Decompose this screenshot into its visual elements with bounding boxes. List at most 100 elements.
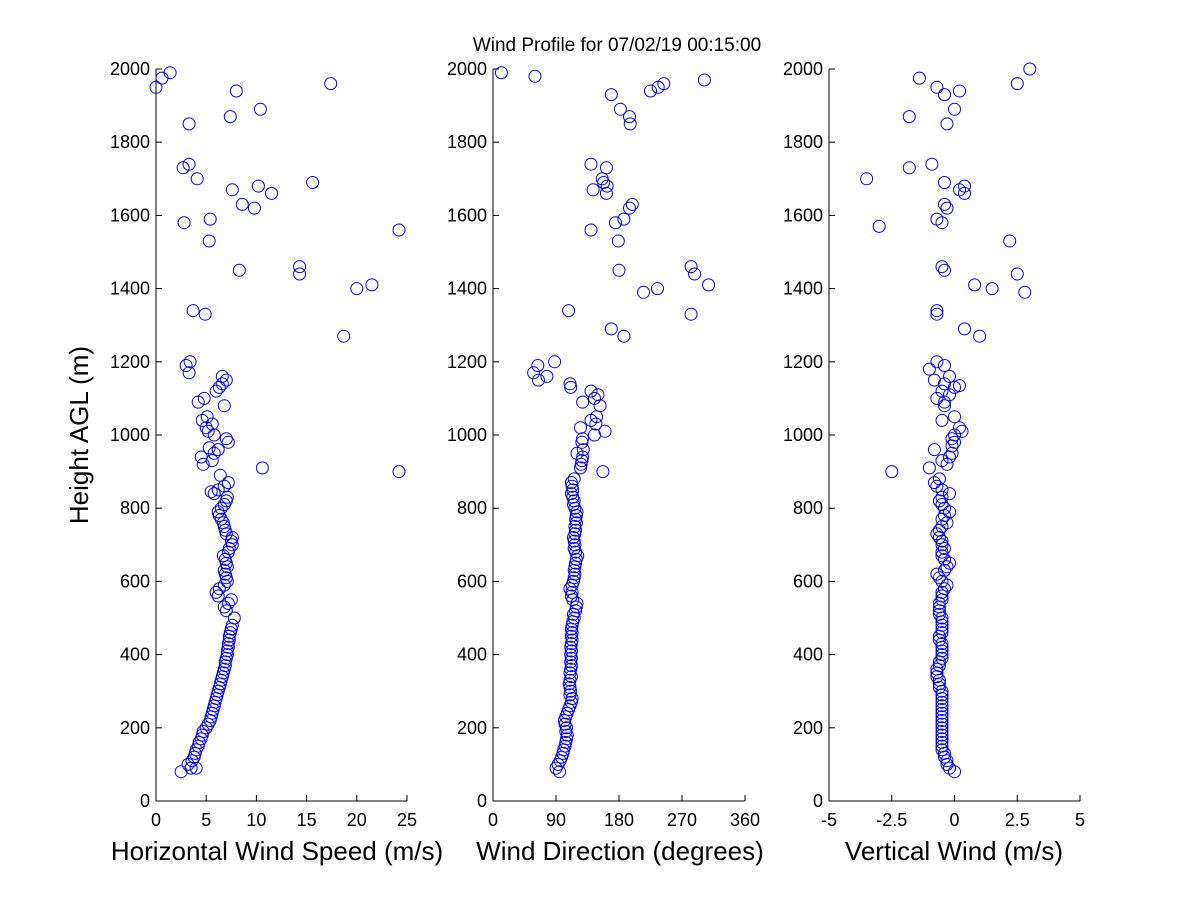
data-point: [943, 369, 956, 383]
data-point: [938, 88, 951, 102]
data-point: [553, 765, 566, 779]
data-point: [198, 307, 212, 321]
data-point: [324, 77, 338, 91]
data-point: [935, 721, 949, 735]
data-point: [930, 212, 944, 226]
data-point: [955, 424, 969, 438]
data-point: [306, 176, 320, 189]
data-point: [612, 263, 626, 277]
data-point: [186, 304, 200, 318]
data-point: [935, 717, 949, 731]
data-point: [902, 161, 916, 175]
y-tick-label: 200: [793, 718, 823, 738]
data-point: [199, 721, 213, 735]
x-axis-label: Vertical Wind (m/s): [845, 836, 1063, 866]
data-point: [203, 212, 217, 226]
y-tick-label: 2000: [110, 59, 150, 79]
data-point: [688, 267, 702, 281]
data-point: [935, 549, 949, 563]
data-point: [935, 651, 949, 665]
data-point: [885, 465, 899, 479]
data-point: [591, 388, 605, 402]
y-tick-label: 400: [793, 645, 823, 665]
data-point: [935, 699, 949, 713]
data-point: [973, 329, 987, 343]
data-point: [209, 585, 223, 599]
data-point: [528, 69, 542, 83]
data-point: [935, 498, 949, 511]
data-point: [623, 110, 636, 124]
y-axis-label: Height AGL (m): [64, 346, 94, 524]
y-tick-label: 1600: [447, 205, 487, 225]
y-tick-label: 1000: [110, 425, 150, 445]
y-tick-label: 1400: [110, 279, 150, 299]
x-tick-label: 0: [949, 810, 959, 830]
data-point: [202, 234, 216, 248]
data-point: [930, 304, 944, 318]
data-point: [190, 172, 204, 186]
data-point: [935, 725, 949, 738]
data-point: [204, 485, 218, 499]
data-point: [532, 373, 545, 387]
data-point: [214, 512, 228, 526]
data-point: [938, 563, 951, 577]
data-point: [224, 593, 238, 607]
data-point: [935, 695, 949, 709]
data-point: [182, 366, 196, 380]
data-point: [221, 435, 235, 449]
data-point: [932, 472, 946, 486]
data-point: [1018, 285, 1032, 299]
data-point: [565, 692, 579, 705]
data-point: [938, 582, 951, 596]
data-point: [935, 626, 949, 640]
data-point: [1023, 62, 1037, 76]
data-point: [599, 161, 613, 175]
y-tick-label: 800: [793, 498, 823, 518]
y-tick-label: 200: [120, 718, 150, 738]
x-axis-label: Horizontal Wind Speed (m/s): [111, 836, 443, 866]
y-tick-label: 1200: [110, 352, 150, 372]
data-point: [215, 377, 229, 391]
y-tick-label: 400: [120, 645, 150, 665]
chart-panel-2: 0 200 400 600 800 1000 1200 1400 1600 1800 2000 0 90…: [447, 59, 764, 866]
data-point: [563, 582, 577, 596]
data-point: [604, 88, 618, 102]
data-point: [935, 739, 949, 753]
data-point: [251, 179, 265, 193]
data-point: [265, 186, 278, 200]
y-tick-label: 600: [793, 571, 823, 591]
x-tick-label: 360: [730, 810, 760, 830]
data-point: [930, 391, 944, 405]
data-point: [935, 743, 949, 757]
data-point: [935, 732, 949, 746]
x-tick-label: 5: [201, 810, 211, 830]
y-tick-label: 2000: [783, 59, 823, 79]
x-tick-label: 2.5: [1005, 810, 1030, 830]
data-point: [549, 761, 563, 775]
data-point: [576, 432, 590, 446]
data-point: [651, 282, 664, 296]
data-point: [935, 538, 949, 552]
data-point: [935, 585, 949, 599]
y-tick-label: 800: [457, 498, 487, 518]
data-point: [617, 329, 631, 343]
y-tick-label: 0: [813, 791, 823, 811]
y-tick-label: 1200: [447, 352, 487, 372]
data-point: [927, 373, 941, 387]
data-point: [196, 725, 210, 738]
data-point: [598, 424, 612, 438]
data-point: [948, 102, 961, 116]
data-point: [637, 285, 650, 299]
data-point: [205, 417, 219, 431]
x-tick-label: 5: [1075, 810, 1085, 830]
data-point: [927, 476, 941, 490]
data-point: [595, 172, 609, 186]
data-point: [232, 263, 246, 277]
x-tick-label: 0: [488, 810, 498, 830]
data-point: [935, 454, 949, 468]
data-point: [604, 322, 618, 336]
data-point: [938, 542, 951, 555]
data-point: [644, 84, 657, 98]
x-tick-label: -2.5: [876, 810, 907, 830]
